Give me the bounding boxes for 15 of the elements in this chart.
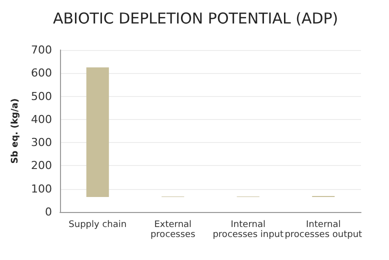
x-tick-label: External processes: [150, 220, 196, 240]
x-tick-label: Internal processes output: [284, 220, 363, 240]
y-tick-label: 500: [31, 90, 52, 103]
y-tick-label: 400: [31, 112, 52, 126]
x-tick-label: Internal processes input: [212, 220, 284, 240]
y-tick-label: 300: [31, 136, 52, 150]
y-tick-label: 200: [31, 159, 52, 172]
y-tick-label: 0: [45, 206, 52, 218]
y-axis-title: Sb eq. (kg/a): [10, 98, 21, 164]
y-tick-label: 700: [31, 44, 52, 56]
x-tick-label: Supply chain: [68, 220, 127, 230]
chart-title: ABIOTIC DEPLETION POTENTIAL (ADP): [53, 10, 338, 28]
bar: [86, 67, 109, 197]
y-tick-label: 100: [31, 182, 52, 196]
y-tick-label: 600: [31, 66, 52, 80]
